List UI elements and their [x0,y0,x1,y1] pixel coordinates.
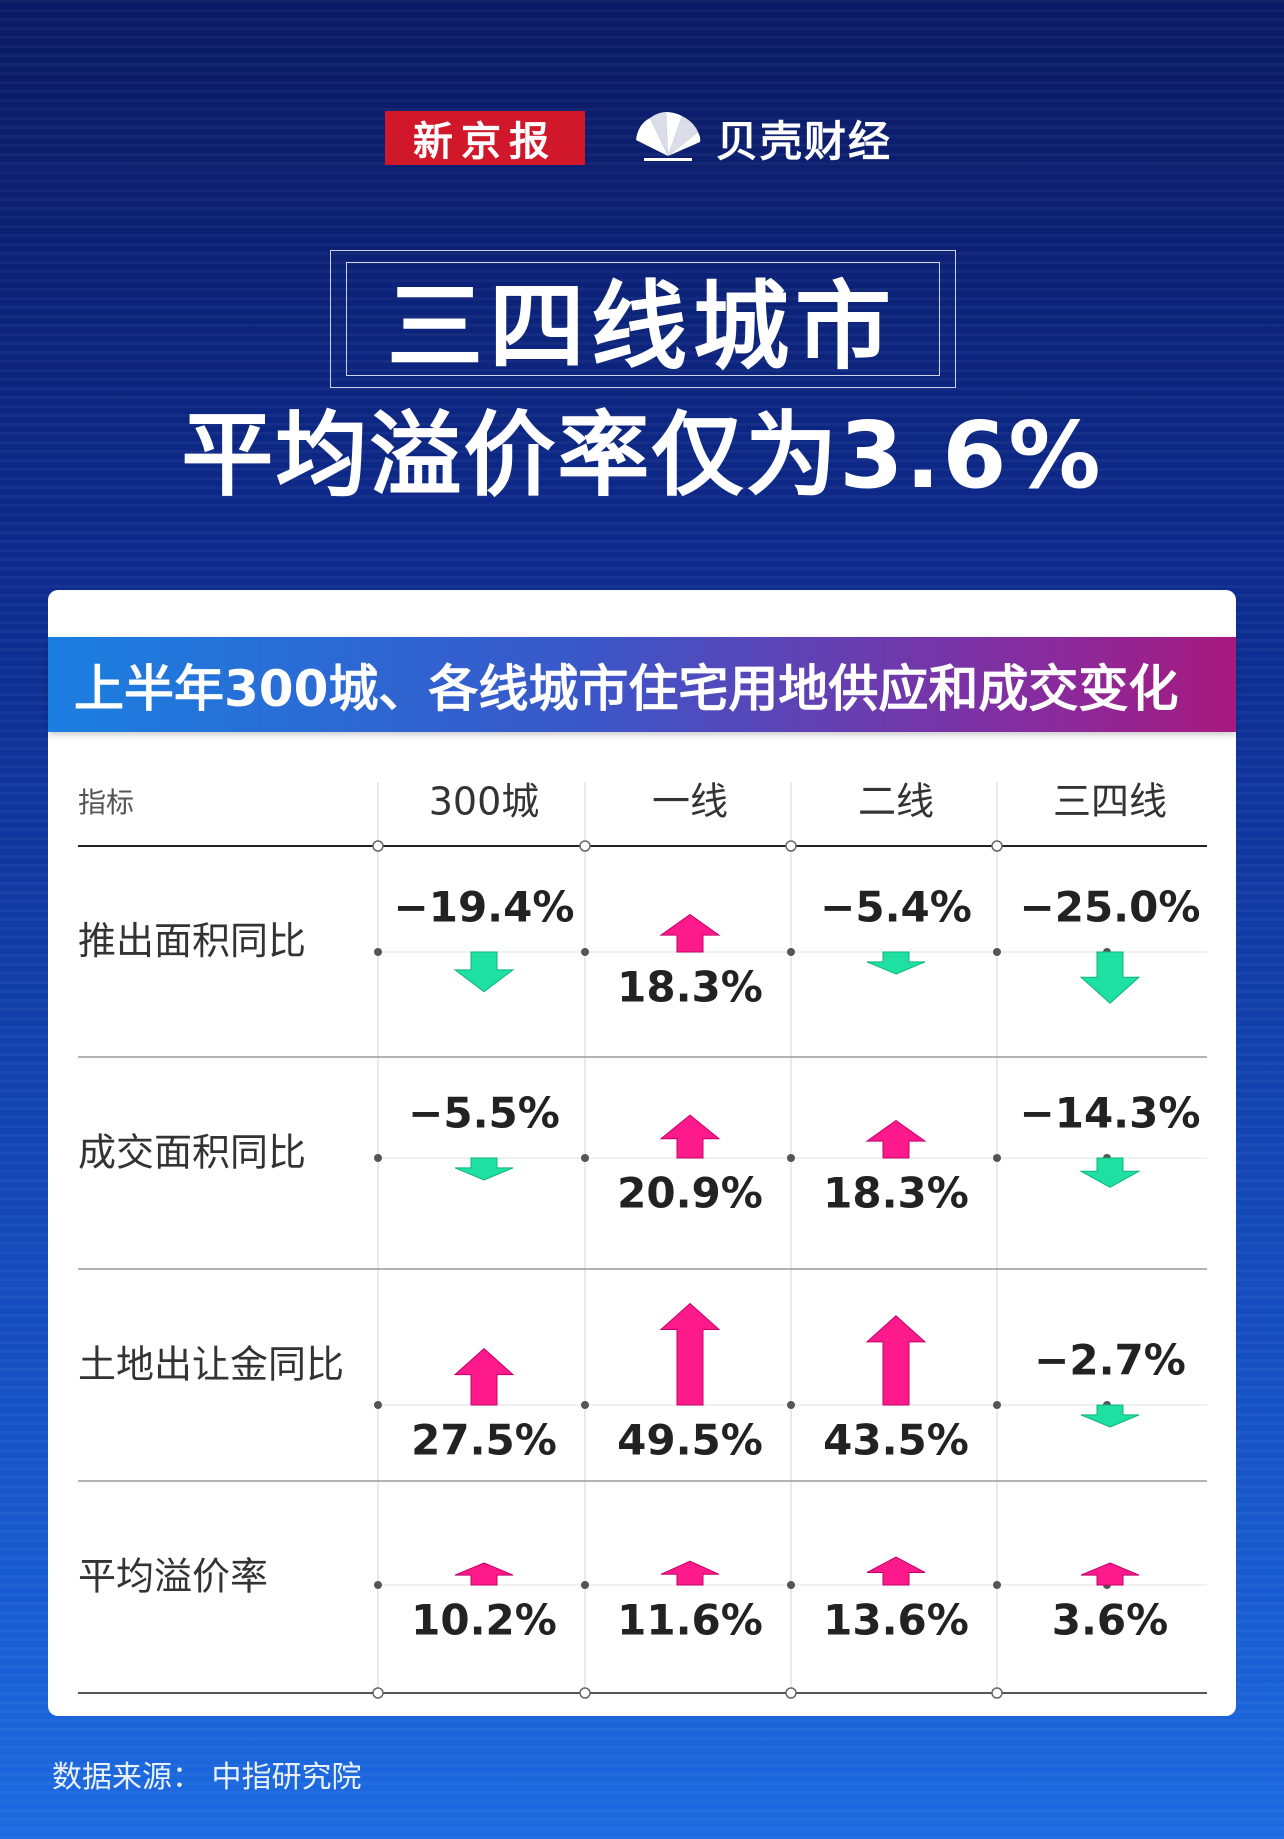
beike-logo-text: 贝壳财经 [716,116,893,166]
up-arrow-icon [453,1347,515,1406]
header-label: 指标 [78,786,134,819]
bottom-node [785,1687,797,1699]
value-label: 11.6% [617,1596,763,1645]
row-label: 土地出让金同比 [78,1343,344,1387]
up-arrow-icon [865,1315,927,1406]
value-label: 10.2% [411,1596,557,1645]
value-label: 20.9% [617,1169,763,1218]
up-arrow-icon [659,1302,721,1406]
down-arrow-icon [454,1157,514,1181]
baseline-dot [787,1581,795,1589]
up-arrow-icon [659,913,721,953]
data-source: 数据来源： 中指研究院 [52,1760,362,1795]
up-arrow-icon [454,1562,514,1586]
value-label: 3.6% [1052,1596,1168,1645]
baseline-dot [993,1401,1001,1409]
up-arrow-icon [866,1556,926,1586]
value-label: 27.5% [411,1416,557,1465]
table-card [48,590,1236,1716]
value-label: −14.3% [1020,1089,1201,1138]
down-arrow-icon [1079,951,1141,1004]
title-line-1: 三四线城市 [387,270,897,383]
value-label: 13.6% [823,1596,969,1645]
title-frame-inner [346,262,940,376]
value-label: 18.3% [823,1169,969,1218]
column-header: 二线 [858,780,934,824]
value-label: −5.4% [820,883,972,932]
value-label: −2.7% [1034,1336,1186,1385]
value-label: 18.3% [617,963,763,1012]
header-node [785,840,797,852]
column-header: 一线 [652,780,728,824]
row-label: 成交面积同比 [78,1131,306,1175]
baseline-dot [993,1154,1001,1162]
value-label: −19.4% [394,883,575,932]
bottom-node [579,1687,591,1699]
baseline-dot [374,1154,382,1162]
baseline-dot [787,1154,795,1162]
baseline-dot [374,1581,382,1589]
baseline-dot [787,1401,795,1409]
baseline-dot [581,948,589,956]
header-node [579,840,591,852]
up-arrow-icon [1080,1562,1140,1586]
baseline-dot [787,948,795,956]
column-header: 三四线 [1053,780,1167,824]
row-label: 推出面积同比 [78,919,306,963]
baseline-dot [581,1401,589,1409]
down-arrow-icon [866,951,926,975]
up-arrow-icon [660,1560,720,1586]
up-arrow-icon [865,1119,927,1159]
down-arrow-icon [1079,1157,1141,1188]
baseline-dot [993,948,1001,956]
beike-logo: 贝壳财经 [630,106,892,170]
baseline-dot [374,1401,382,1409]
xinjingbao-logo: 新京报 [385,111,585,165]
row-label: 平均溢价率 [78,1555,268,1599]
title-frame-outer [330,250,956,388]
down-arrow-icon [1080,1404,1140,1428]
value-label: −5.5% [408,1089,560,1138]
table-banner: 上半年300城、各线城市住宅用地供应和成交变化 [48,637,1236,732]
header-node [372,840,384,852]
down-arrow-icon [453,951,515,993]
baseline-dot [581,1581,589,1589]
value-label: −25.0% [1020,883,1201,932]
header-node [991,840,1003,852]
column-header: 300城 [429,780,540,824]
bottom-node [991,1687,1003,1699]
baseline-dot [581,1154,589,1162]
title-line-2: 平均溢价率仅为3.6% [181,402,1103,509]
value-label: 49.5% [617,1416,763,1465]
baseline-dot [993,1581,1001,1589]
baseline-dot [374,948,382,956]
value-label: 43.5% [823,1416,969,1465]
shell-icon [636,112,701,161]
bottom-node [372,1687,384,1699]
up-arrow-icon [659,1114,721,1159]
